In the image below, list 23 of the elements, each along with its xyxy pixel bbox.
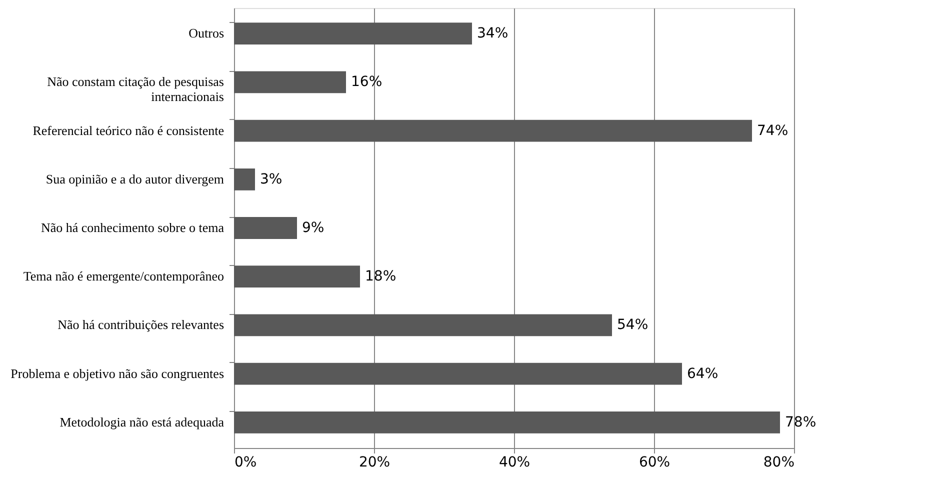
x-tick-label: 20% <box>358 454 390 470</box>
y-tick-label: Sua opinião e a do autor divergem <box>46 171 224 186</box>
data-label: 3% <box>260 171 282 188</box>
data-label: 16% <box>351 74 382 90</box>
y-tick-label: Referencial teórico não é consistente <box>32 122 224 138</box>
data-label: 18% <box>365 268 396 285</box>
data-label: 78% <box>785 414 816 430</box>
data-label: 9% <box>302 220 324 236</box>
x-tick-label: 40% <box>498 454 530 470</box>
y-tick-label: Não há contribuições relevantes <box>58 317 224 332</box>
data-label: 34% <box>477 26 508 42</box>
y-tick-label: Outros <box>188 26 224 41</box>
y-tick-label: Problema e objetivo não são congruentes <box>10 366 224 381</box>
x-tick-label: 80% <box>763 454 794 470</box>
y-tick-label: Metodologia não está adequada <box>60 414 224 430</box>
x-tick-label: 60% <box>638 454 670 470</box>
data-label: 64% <box>687 366 718 382</box>
data-label: 54% <box>617 317 648 334</box>
y-tick-label: Tema não é emergente/contemporâneo <box>23 268 224 284</box>
y-tick-label: Não constam citação de pesquisas internacionais <box>47 74 224 104</box>
data-label: 74% <box>757 122 788 139</box>
y-tick-label: Não há conhecimento sobre o tema <box>40 220 224 235</box>
x-tick-label: 0% <box>234 454 257 470</box>
